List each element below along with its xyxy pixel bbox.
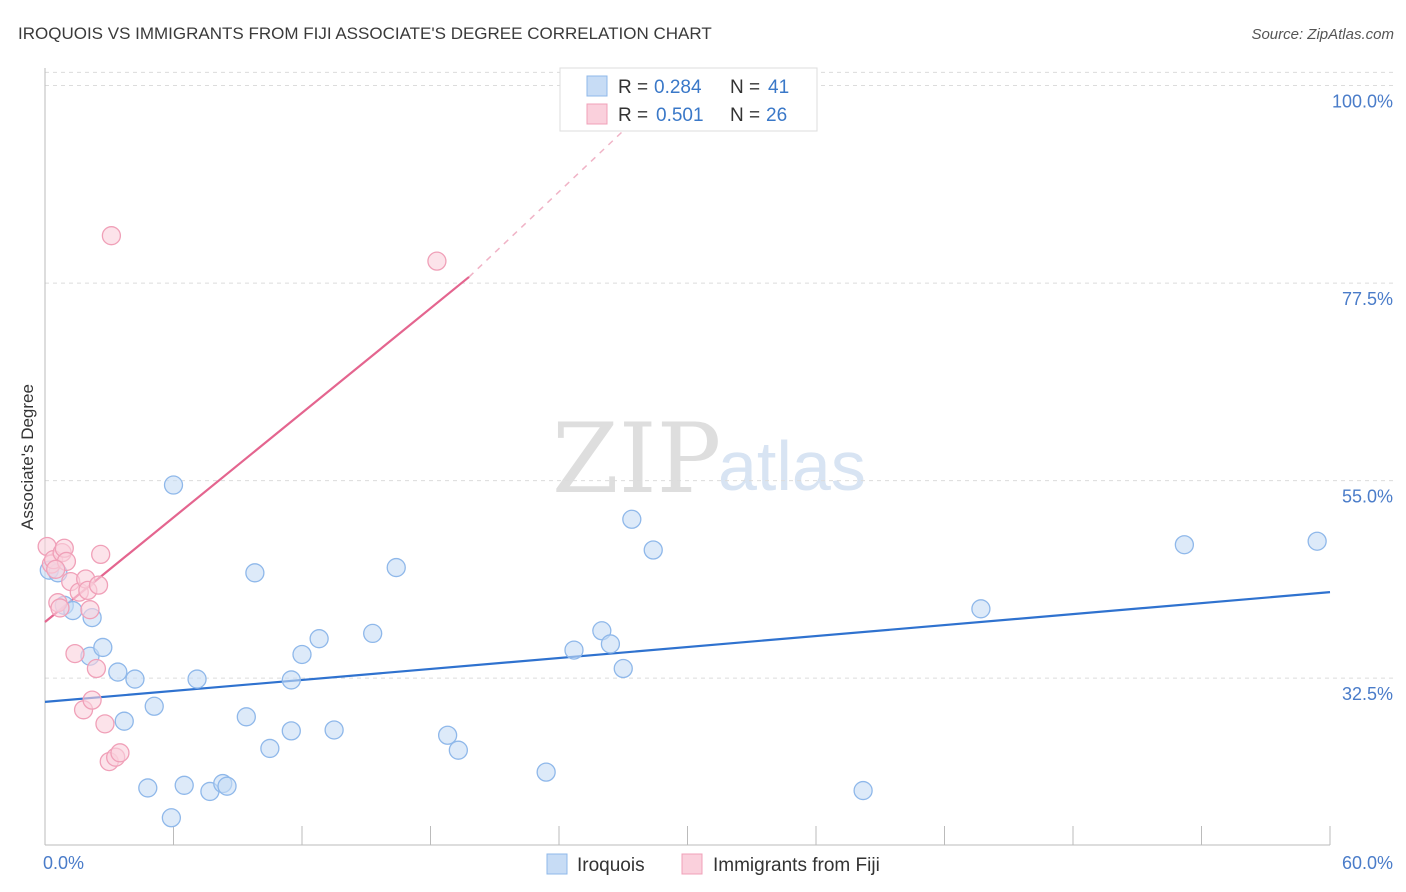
iroquois-point [363,623,383,644]
legend-swatch-iroquois [586,75,608,97]
gridlines [45,71,1395,679]
iroquois-point [281,721,301,741]
trend-line-fiji [44,276,470,623]
iroquois-point [536,762,556,782]
y-tick-labels: 32.5% 55.0% 77.5% 100.0% [1332,92,1393,705]
iroquois-point [309,629,329,649]
iroquois-point [144,696,164,716]
legend-n-value-1: 26 [766,105,787,126]
iroquois-point [1174,535,1195,555]
x-tick-label-min: 0.0% [43,853,84,873]
bottom-legend-swatch-fiji [681,853,703,875]
legend-swatch-fiji [586,103,608,125]
iroquois-point [324,720,344,740]
iroquois-point [292,644,312,665]
trend-lines [44,120,1331,703]
iroquois-point [386,557,406,578]
iroquois-point [1307,531,1327,551]
iroquois-point [163,475,184,495]
bottom-legend-label-iroquois: Iroquois [577,855,645,876]
iroquois-point [114,711,134,731]
fiji-point [110,743,130,763]
trend-line-iroquois [44,591,1331,703]
iroquois-point [217,776,237,796]
iroquois-point [643,540,663,560]
y-axis-label: Associate's Degree [18,384,37,530]
trend-line-extension [468,120,635,278]
iroquois-point [448,740,468,760]
y-tick-label: 77.5% [1342,289,1393,309]
chart-title: IROQUOIS VS IMMIGRANTS FROM FIJI ASSOCIA… [18,24,712,43]
bottom-legend-label-fiji: Immigrants from Fiji [713,855,880,876]
watermark-atlas: atlas [718,427,866,505]
x-tick-label-max: 60.0% [1342,853,1393,873]
iroquois-point [437,725,458,745]
fiji-point [101,226,122,246]
iroquois-point [613,658,633,679]
iroquois-point [971,599,991,619]
iroquois-point [600,634,621,654]
iroquois-point [281,670,301,690]
bottom-legend: Iroquois Immigrants from Fiji [546,853,880,876]
iroquois-point [853,780,873,801]
legend-r-label-0: R = [618,77,648,98]
bottom-legend-swatch-iroquois [546,853,568,875]
watermark: ZIP atlas [552,403,866,515]
iroquois-point [108,662,128,682]
iroquois-point [622,509,642,529]
fiji-point [91,544,111,565]
legend-n-value-0: 41 [768,77,789,98]
y-tick-label: 55.0% [1342,487,1393,507]
fiji-point [88,575,109,595]
fiji-point [65,643,85,664]
fiji-point [82,690,102,710]
iroquois-point [564,640,584,660]
fiji-point [46,559,66,579]
y-tick-label: 32.5% [1342,684,1393,704]
chart-source: Source: ZipAtlas.com [1251,26,1394,43]
iroquois-point [161,808,182,828]
legend-n-label-1: N = [730,105,760,126]
legend-box: R = 0.284 N = 41 R = 0.501 N = 26 [559,67,818,132]
legend-r-label-1: R = [618,105,648,126]
iroquois-point [236,707,256,727]
legend-n-label-0: N = [730,77,760,98]
legend-r-value-0: 0.284 [654,77,702,98]
iroquois-point [187,669,207,689]
iroquois-point [260,738,280,759]
legend-r-value-1: 0.501 [656,105,704,126]
iroquois-point [93,637,113,658]
data-points [37,226,1327,828]
iroquois-point [245,563,265,583]
fiji-point [86,658,107,679]
fiji-point [50,598,70,618]
iroquois-point [174,775,194,795]
y-tick-label: 100.0% [1332,92,1393,112]
iroquois-point [138,778,158,798]
watermark-zip: ZIP [552,403,721,515]
fiji-point [427,251,447,271]
iroquois-point [125,669,145,689]
x-axis-ticks [44,826,1331,845]
fiji-point [80,600,100,620]
fiji-point [95,714,115,734]
